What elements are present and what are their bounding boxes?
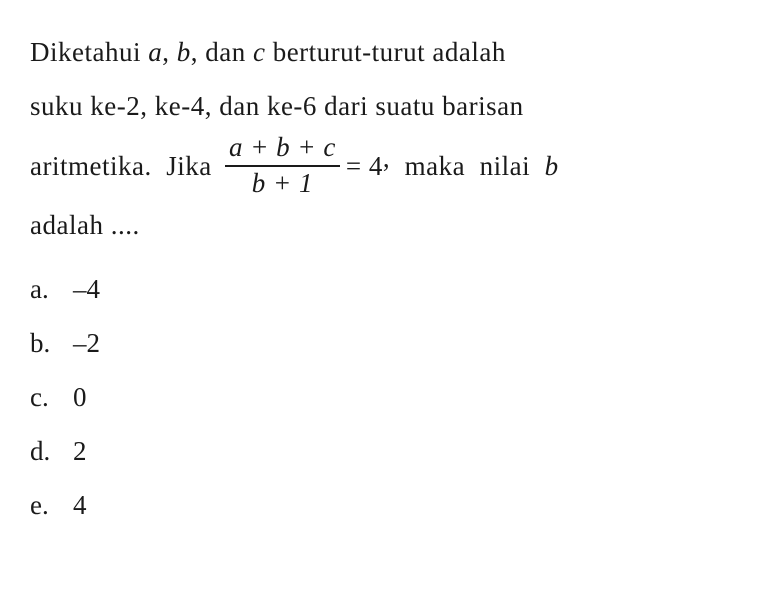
text-segment: maka nilai <box>390 139 544 193</box>
question-line-1: Diketahui a, b, dan c berturut-turut ada… <box>30 25 749 79</box>
text-segment: aritmetika. Jika <box>30 139 219 193</box>
fraction-numerator: a + b + c <box>225 133 340 167</box>
question-body: Diketahui a, b, dan c berturut-turut ada… <box>30 25 749 252</box>
option-e: e. 4 <box>30 478 749 532</box>
option-b: b. –2 <box>30 316 749 370</box>
option-value: 2 <box>73 424 87 478</box>
options-list: a. –4 b. –2 c. 0 d. 2 e. 4 <box>30 262 749 532</box>
fraction-denominator: b + 1 <box>248 167 317 199</box>
variable-c: c <box>253 37 265 67</box>
option-value: 0 <box>73 370 87 424</box>
option-label: b. <box>30 316 55 370</box>
option-label: a. <box>30 262 55 316</box>
option-label: c. <box>30 370 55 424</box>
option-a: a. –4 <box>30 262 749 316</box>
text-segment: , dan <box>191 37 253 67</box>
question-line-4: adalah .... <box>30 198 749 252</box>
text-segment: Diketahui <box>30 37 148 67</box>
variable-b: b <box>545 139 559 193</box>
option-label: e. <box>30 478 55 532</box>
option-label: d. <box>30 424 55 478</box>
variable-b: b <box>177 37 191 67</box>
question-line-3: aritmetika. Jika a + b + c b + 1 = 4 , m… <box>30 133 749 198</box>
option-value: 4 <box>73 478 87 532</box>
option-c: c. 0 <box>30 370 749 424</box>
equals-segment: = 4 <box>346 139 383 193</box>
option-value: –2 <box>73 316 100 370</box>
comma-segment: , <box>383 131 390 185</box>
text-segment: , <box>162 37 177 67</box>
question-line-2: suku ke-2, ke-4, dan ke-6 dari suatu bar… <box>30 79 749 133</box>
option-d: d. 2 <box>30 424 749 478</box>
option-value: –4 <box>73 262 100 316</box>
variable-a: a <box>148 37 162 67</box>
fraction: a + b + c b + 1 <box>225 133 340 198</box>
text-segment: berturut-turut adalah <box>265 37 505 67</box>
